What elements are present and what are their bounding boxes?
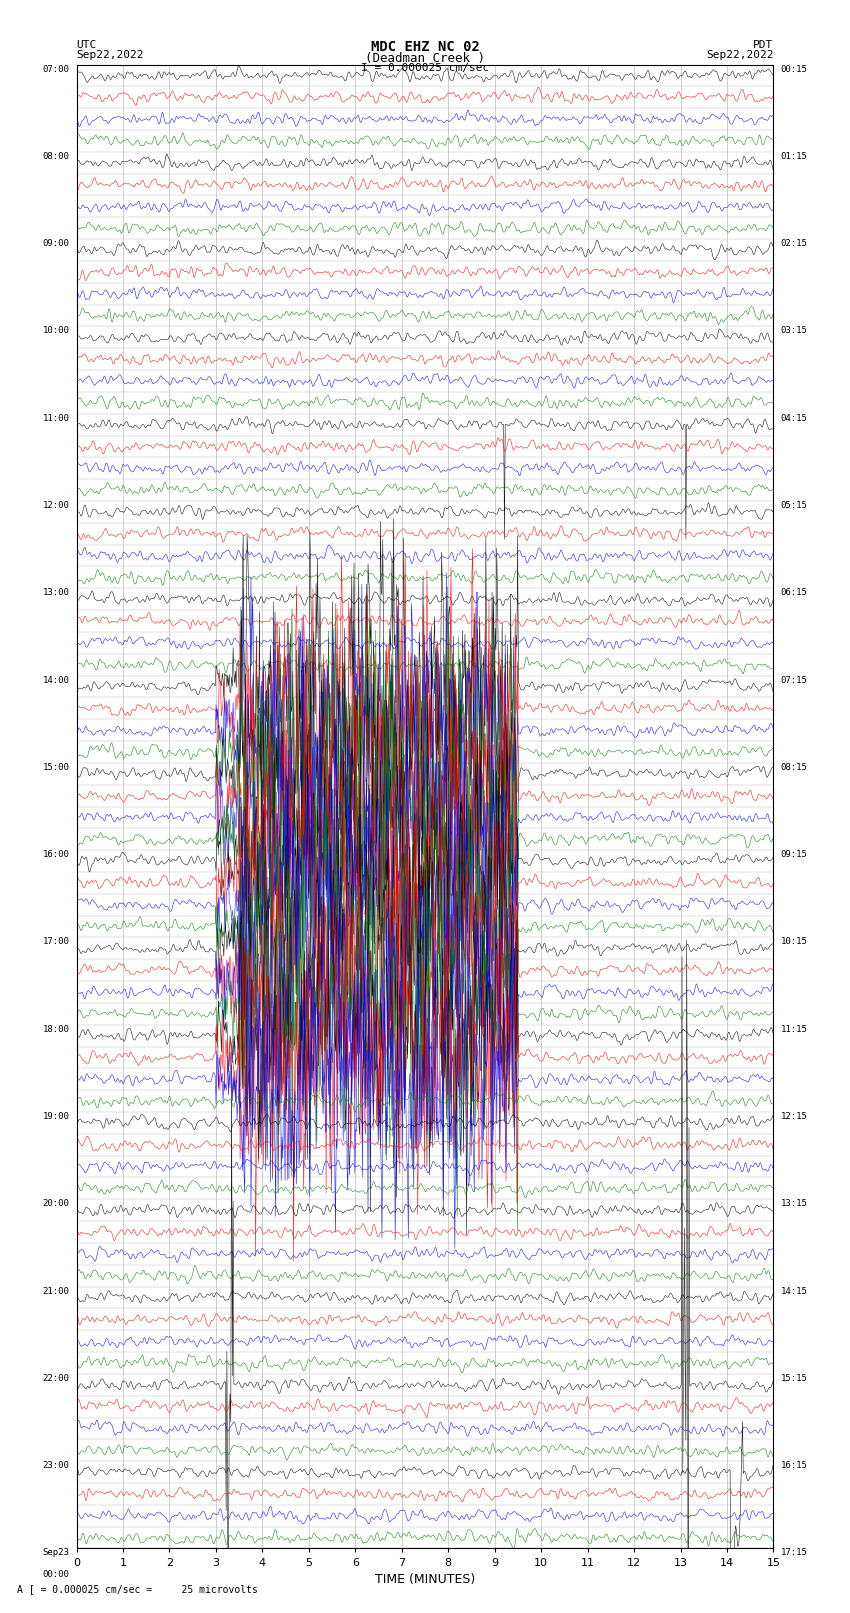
Text: 10:00: 10:00 xyxy=(42,326,70,336)
Text: 21:00: 21:00 xyxy=(42,1287,70,1295)
Text: 12:00: 12:00 xyxy=(42,502,70,510)
Text: 01:15: 01:15 xyxy=(780,152,808,161)
Text: 05:15: 05:15 xyxy=(780,502,808,510)
X-axis label: TIME (MINUTES): TIME (MINUTES) xyxy=(375,1573,475,1586)
Text: Sep22,2022: Sep22,2022 xyxy=(706,50,774,60)
Text: 00:15: 00:15 xyxy=(780,65,808,74)
Text: 06:15: 06:15 xyxy=(780,589,808,597)
Text: 15:15: 15:15 xyxy=(780,1374,808,1382)
Text: 03:15: 03:15 xyxy=(780,326,808,336)
Text: A [ = 0.000025 cm/sec =     25 microvolts: A [ = 0.000025 cm/sec = 25 microvolts xyxy=(17,1584,258,1594)
Text: MDC EHZ NC 02: MDC EHZ NC 02 xyxy=(371,40,479,55)
Text: 11:00: 11:00 xyxy=(42,413,70,423)
Text: 09:15: 09:15 xyxy=(780,850,808,860)
Text: 16:00: 16:00 xyxy=(42,850,70,860)
Text: 13:15: 13:15 xyxy=(780,1200,808,1208)
Text: 12:15: 12:15 xyxy=(780,1111,808,1121)
Text: 20:00: 20:00 xyxy=(42,1200,70,1208)
Text: (Deadman Creek ): (Deadman Creek ) xyxy=(365,52,485,65)
Text: 00:00: 00:00 xyxy=(42,1571,70,1579)
Text: 13:00: 13:00 xyxy=(42,589,70,597)
Text: 07:00: 07:00 xyxy=(42,65,70,74)
Text: Sep22,2022: Sep22,2022 xyxy=(76,50,144,60)
Text: 02:15: 02:15 xyxy=(780,239,808,248)
Text: 04:15: 04:15 xyxy=(780,413,808,423)
Text: 16:15: 16:15 xyxy=(780,1461,808,1469)
Text: 11:15: 11:15 xyxy=(780,1024,808,1034)
Text: 17:00: 17:00 xyxy=(42,937,70,947)
Text: 07:15: 07:15 xyxy=(780,676,808,684)
Text: 22:00: 22:00 xyxy=(42,1374,70,1382)
Text: 14:00: 14:00 xyxy=(42,676,70,684)
Text: 23:00: 23:00 xyxy=(42,1461,70,1469)
Text: 09:00: 09:00 xyxy=(42,239,70,248)
Text: UTC: UTC xyxy=(76,40,97,50)
Text: 18:00: 18:00 xyxy=(42,1024,70,1034)
Text: 14:15: 14:15 xyxy=(780,1287,808,1295)
Text: PDT: PDT xyxy=(753,40,774,50)
Text: 08:00: 08:00 xyxy=(42,152,70,161)
Text: 10:15: 10:15 xyxy=(780,937,808,947)
Text: 19:00: 19:00 xyxy=(42,1111,70,1121)
Text: 17:15: 17:15 xyxy=(780,1548,808,1558)
Text: 08:15: 08:15 xyxy=(780,763,808,773)
Text: I = 0.000025 cm/sec: I = 0.000025 cm/sec xyxy=(361,63,489,73)
Text: 15:00: 15:00 xyxy=(42,763,70,773)
Text: Sep23: Sep23 xyxy=(42,1548,70,1558)
